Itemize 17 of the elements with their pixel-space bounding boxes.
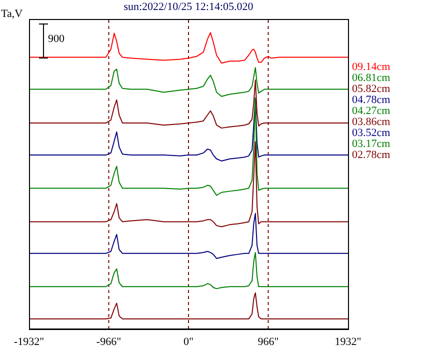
x-tick-label: 0" [184,336,194,347]
y-axis-title: Ta,V [1,8,23,20]
text: 02.78cm [352,149,390,161]
x-tick-label: -966" [96,336,122,347]
text: 04.78cm [352,94,390,106]
x-tick-label: 966" [258,336,279,347]
x-tick-label: 1932" [334,336,362,347]
chart-title: sun:2022/10/25 12:14:05.020 [122,1,254,13]
text: 03.17cm [352,138,390,150]
text: 04.27cm [352,105,390,117]
series-label: 06.81cm [352,72,390,84]
annotation: 900 [48,33,64,45]
text: 03.86cm [352,116,390,128]
text: 03.52cm [352,127,390,139]
series-label: 09.14cm [352,61,390,73]
text: 05.82cm [352,83,390,95]
x-tick-label: -1932" [14,336,44,347]
